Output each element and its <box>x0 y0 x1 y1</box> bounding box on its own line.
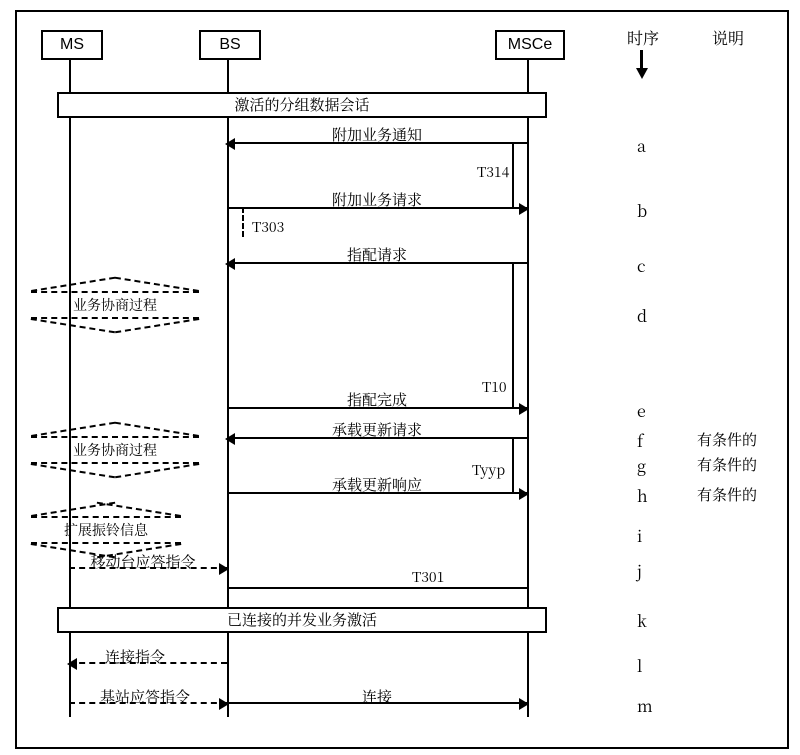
msg-l-label: 连接指令 <box>105 646 165 667</box>
t10-tick-top <box>506 262 518 264</box>
hex-neg-1-label: 业务协商过程 <box>31 291 199 319</box>
note-f: 有条件的 <box>697 429 757 450</box>
header-timing: 时序 <box>627 26 659 49</box>
hex-neg-2: 业务协商过程 <box>31 422 199 478</box>
t10-label: T10 <box>482 377 507 397</box>
typp-line <box>512 437 514 492</box>
t303-line <box>242 207 244 237</box>
note-g: 有条件的 <box>697 454 757 475</box>
t301-bar <box>227 587 527 589</box>
msg-e-label: 指配完成 <box>347 389 407 410</box>
t314-line <box>512 142 514 207</box>
t314-tick-top <box>506 142 518 144</box>
t303-label: T303 <box>252 217 284 237</box>
hex-neg-2-label: 业务协商过程 <box>31 436 199 464</box>
t303-tick <box>236 207 248 209</box>
entity-ms: MS <box>41 30 103 60</box>
span-connected: 已连接的并发业务激活 <box>57 607 547 633</box>
msg-j-label: 移动台应答指令 <box>90 551 195 572</box>
page: 时序 说明 MS BS MSCe 激活的分组数据会话 附加业务通知 a T314… <box>0 0 800 755</box>
msg-c-label: 指配请求 <box>347 244 407 265</box>
t301-label: T301 <box>412 567 444 587</box>
timing-arrow-head <box>636 68 648 79</box>
typp-label: Tyyp <box>472 460 505 480</box>
side-c: c <box>637 254 646 277</box>
side-d: d <box>637 304 647 327</box>
msg-f-label: 承载更新请求 <box>332 419 422 440</box>
msg-b-label: 附加业务请求 <box>332 189 422 210</box>
side-h: h <box>637 484 648 507</box>
msg-m-left-label: 基站应答指令 <box>100 686 190 707</box>
side-i: i <box>637 524 642 547</box>
side-l: l <box>637 654 642 677</box>
timing-arrow-stem <box>640 50 643 70</box>
hex-ring: 扩展振铃信息 <box>31 502 181 558</box>
side-g: g <box>637 454 646 477</box>
msg-h-label: 承载更新响应 <box>332 474 422 495</box>
side-f: f <box>637 429 643 452</box>
side-m: m <box>637 694 653 717</box>
typp-tick-top <box>506 437 518 439</box>
hex-neg-1: 业务协商过程 <box>31 277 199 333</box>
t314-label: T314 <box>477 162 509 182</box>
msg-a-label: 附加业务通知 <box>332 124 422 145</box>
entity-msce: MSCe <box>495 30 565 60</box>
side-k: k <box>637 609 647 632</box>
hex-ring-label: 扩展振铃信息 <box>31 516 181 544</box>
msg-m-right-label: 连接 <box>362 686 392 707</box>
side-a: a <box>637 134 646 157</box>
span-active: 激活的分组数据会话 <box>57 92 547 118</box>
t10-line <box>512 262 514 407</box>
side-b: b <box>637 199 647 222</box>
side-e: e <box>637 399 646 422</box>
header-desc: 说明 <box>712 26 744 49</box>
note-h: 有条件的 <box>697 484 757 505</box>
side-j: j <box>637 559 642 582</box>
entity-bs: BS <box>199 30 261 60</box>
diagram-frame: 时序 说明 MS BS MSCe 激活的分组数据会话 附加业务通知 a T314… <box>15 10 789 749</box>
